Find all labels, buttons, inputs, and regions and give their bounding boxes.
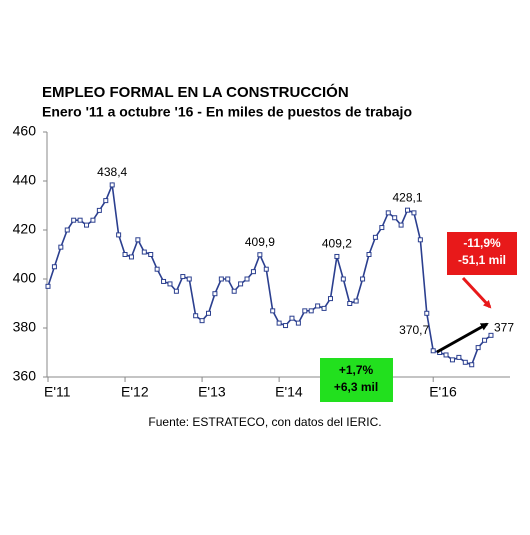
point-marker xyxy=(154,266,160,272)
point-marker xyxy=(193,313,199,319)
point-marker xyxy=(206,310,211,316)
point-marker xyxy=(263,266,269,272)
arrow xyxy=(461,276,492,309)
point-marker xyxy=(482,337,488,343)
point-marker xyxy=(58,244,64,250)
point-marker xyxy=(449,357,455,363)
point-marker xyxy=(103,198,109,204)
series-line xyxy=(47,181,492,366)
point-marker xyxy=(392,215,398,221)
point-marker xyxy=(116,232,122,238)
point-marker xyxy=(398,222,404,228)
point-marker xyxy=(135,237,141,243)
x-tick-label: E'14 xyxy=(275,384,303,400)
point-marker xyxy=(77,217,83,223)
point-marker xyxy=(257,252,263,258)
point-marker xyxy=(405,207,411,213)
point-marker xyxy=(109,182,115,188)
data-label: 377 xyxy=(494,321,514,335)
point-marker xyxy=(84,222,90,228)
point-marker xyxy=(347,301,353,306)
green-box-text: +6,3 mil xyxy=(334,380,378,394)
point-marker xyxy=(456,354,462,360)
point-marker xyxy=(308,308,314,314)
x-tick-label: E'12 xyxy=(121,384,149,400)
data-label: 428,1 xyxy=(393,190,423,204)
point-marker xyxy=(295,320,301,326)
point-marker xyxy=(218,276,224,282)
point-marker xyxy=(302,308,308,314)
y-tick-label: 440 xyxy=(13,172,37,188)
point-marker xyxy=(212,291,218,297)
point-marker xyxy=(244,276,250,282)
point-marker xyxy=(231,288,237,294)
point-marker xyxy=(161,278,167,284)
y-tick-label: 380 xyxy=(13,319,37,335)
point-marker xyxy=(148,252,154,257)
data-label: 409,9 xyxy=(245,235,275,249)
chart-title: EMPLEO FORMAL EN LA CONSTRUCCIÓN xyxy=(42,83,349,101)
data-label: 409,2 xyxy=(322,237,352,251)
x-tick-label: E'11 xyxy=(44,384,71,400)
point-marker xyxy=(366,252,372,257)
point-marker xyxy=(283,323,289,329)
point-marker xyxy=(90,217,96,223)
point-marker xyxy=(128,254,134,260)
point-marker xyxy=(475,345,481,351)
data-label: 370,7 xyxy=(399,323,429,337)
y-tick-label: 460 xyxy=(13,123,37,139)
green-box-text: +1,7% xyxy=(339,363,374,377)
point-marker xyxy=(469,362,475,368)
point-marker xyxy=(462,359,468,365)
data-label: 438,4 xyxy=(97,165,127,179)
point-marker xyxy=(289,315,295,321)
point-marker xyxy=(238,281,244,287)
point-marker xyxy=(199,318,205,324)
point-marker xyxy=(270,308,276,314)
point-marker xyxy=(443,352,449,358)
point-marker xyxy=(417,237,423,243)
point-marker xyxy=(488,332,494,338)
point-marker xyxy=(321,305,327,311)
point-marker xyxy=(186,276,192,282)
y-tick-label: 420 xyxy=(13,221,37,237)
red-box xyxy=(447,232,517,275)
point-marker xyxy=(424,310,430,316)
point-marker xyxy=(276,320,282,326)
point-marker xyxy=(360,276,366,282)
point-marker xyxy=(225,276,231,282)
point-marker xyxy=(173,288,179,294)
point-marker xyxy=(372,234,378,240)
point-marker xyxy=(45,283,51,289)
point-marker xyxy=(315,303,321,309)
source-note: Fuente: ESTRATECO, con datos del IERIC. xyxy=(148,415,381,429)
point-marker xyxy=(353,298,359,304)
y-tick-label: 360 xyxy=(13,368,37,384)
point-marker xyxy=(122,252,128,257)
green-box xyxy=(320,358,393,402)
point-marker xyxy=(334,253,340,259)
point-marker xyxy=(385,210,391,216)
red-box-text: -11,9% xyxy=(463,236,501,250)
point-marker xyxy=(327,296,333,302)
point-marker xyxy=(51,264,57,270)
chart-subtitle: Enero '11 a octubre '16 - En miles de pu… xyxy=(42,104,412,120)
point-marker xyxy=(180,274,186,280)
x-tick-label: E'13 xyxy=(198,384,226,400)
y-tick-label: 400 xyxy=(13,270,37,286)
point-marker xyxy=(430,348,436,354)
red-box-text: -51,1 mil xyxy=(458,253,506,267)
point-marker xyxy=(379,225,385,231)
point-marker xyxy=(167,281,173,287)
point-marker xyxy=(411,210,417,216)
point-marker xyxy=(250,269,256,275)
point-marker xyxy=(71,217,77,223)
x-tick-label: E'16 xyxy=(429,384,457,400)
arrow xyxy=(436,322,489,354)
point-marker xyxy=(141,249,147,255)
point-marker xyxy=(96,207,102,213)
point-marker xyxy=(64,227,70,233)
point-marker xyxy=(340,276,346,282)
